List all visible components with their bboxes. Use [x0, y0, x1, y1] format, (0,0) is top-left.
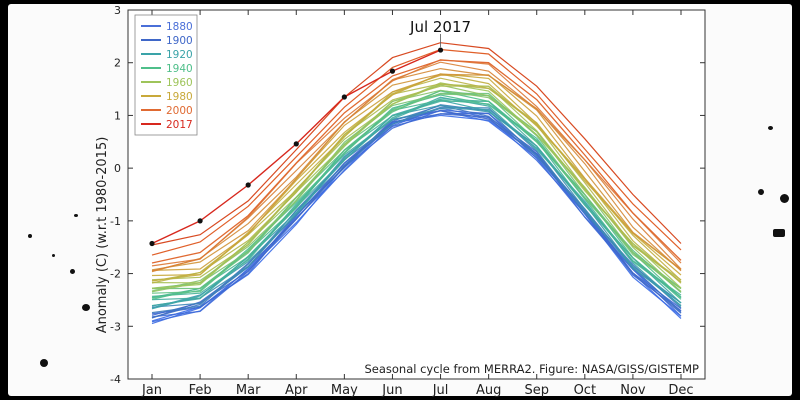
y-tick-label: 3 — [114, 4, 121, 17]
grunge-speck — [74, 214, 78, 217]
series-line — [151, 112, 682, 315]
grunge-speck — [28, 234, 32, 238]
series-point-2017 — [389, 68, 396, 74]
y-axis-label: Anomaly (C) (w.r.t 1980-2015) — [95, 137, 110, 334]
series-line — [151, 59, 682, 267]
markers-layer — [149, 47, 444, 247]
series-layer — [151, 42, 682, 325]
x-tick-label: Nov — [620, 383, 646, 398]
y-tick-label: -2 — [110, 268, 121, 281]
series-point-2017 — [293, 141, 299, 147]
series-line — [151, 113, 682, 316]
series-line — [151, 42, 682, 246]
x-tick-label: Jul — [432, 383, 449, 398]
series-point-2017 — [341, 94, 347, 100]
series-line — [151, 48, 682, 256]
legend: 1880 1900 1920 1940 1960 1980 2000 2017 — [134, 14, 198, 136]
grunge-speck — [758, 189, 764, 195]
legend-entry-label: 1940 — [166, 63, 193, 75]
grunge-speck — [40, 359, 48, 367]
plot-area — [127, 9, 706, 380]
series-line — [151, 74, 682, 271]
x-tick-label: Apr — [285, 383, 308, 398]
grunge-speck — [70, 269, 75, 274]
series-point-2017 — [197, 218, 203, 224]
legend-entry-label: 1980 — [166, 91, 193, 103]
series-line — [151, 67, 682, 273]
series-line — [151, 92, 682, 290]
legend-entry-label: 1880 — [166, 21, 193, 33]
series-point-2017 — [149, 240, 155, 247]
y-tick-label: -4 — [110, 373, 121, 386]
x-tick-label: Feb — [189, 383, 212, 398]
series-line — [151, 106, 682, 308]
legend-entry-label: 2017 — [166, 119, 193, 131]
grunge-speck — [768, 126, 773, 130]
grunge-speck — [780, 194, 789, 203]
x-tick-label: Sep — [524, 383, 549, 398]
legend-box — [134, 14, 198, 136]
grunge-speck — [82, 304, 90, 311]
y-tick-label: 2 — [114, 57, 121, 70]
series-line — [151, 99, 682, 298]
grunge-speck — [773, 229, 785, 237]
x-tick-label: Mar — [236, 383, 261, 398]
series-point-2017 — [437, 47, 444, 53]
series-line — [151, 100, 682, 297]
y-tick-label: -1 — [110, 215, 121, 228]
annotation: Jul 2017 — [409, 18, 471, 48]
legend-entry-label: 1960 — [166, 77, 193, 89]
grunge-speck — [52, 254, 55, 257]
series-line — [151, 85, 682, 281]
series-line — [151, 83, 682, 283]
x-tick-label: Jun — [381, 383, 402, 398]
legend-entry-label: 1900 — [166, 35, 193, 47]
legend-entry-label: 2000 — [166, 105, 193, 117]
series-line — [151, 93, 682, 290]
y-tick-label: -3 — [110, 320, 121, 333]
x-tick-label: May — [331, 383, 358, 398]
series-line — [151, 96, 682, 307]
y-tick-label: 0 — [114, 162, 121, 175]
series-point-2017 — [245, 182, 251, 188]
x-tick-label: Aug — [476, 383, 501, 398]
x-tick-label: Dec — [668, 383, 693, 398]
x-tick-label: Oct — [574, 383, 596, 398]
figure-caption: Seasonal cycle from MERRA2. Figure: NASA… — [364, 362, 699, 376]
legend-entry-label: 1920 — [166, 49, 193, 61]
series-line — [151, 73, 682, 271]
series-line — [151, 59, 682, 264]
y-tick-label: 1 — [114, 109, 121, 122]
x-axis: Jan Feb Mar Apr May Jun Jul Aug Sep Oct Nov Dec — [141, 10, 694, 398]
annotation-label: Jul 2017 — [409, 18, 471, 36]
series-line — [151, 107, 682, 307]
y-axis: -4 -3 -2 -1 0 1 2 3 — [110, 4, 705, 386]
x-tick-label: Jan — [141, 383, 162, 398]
